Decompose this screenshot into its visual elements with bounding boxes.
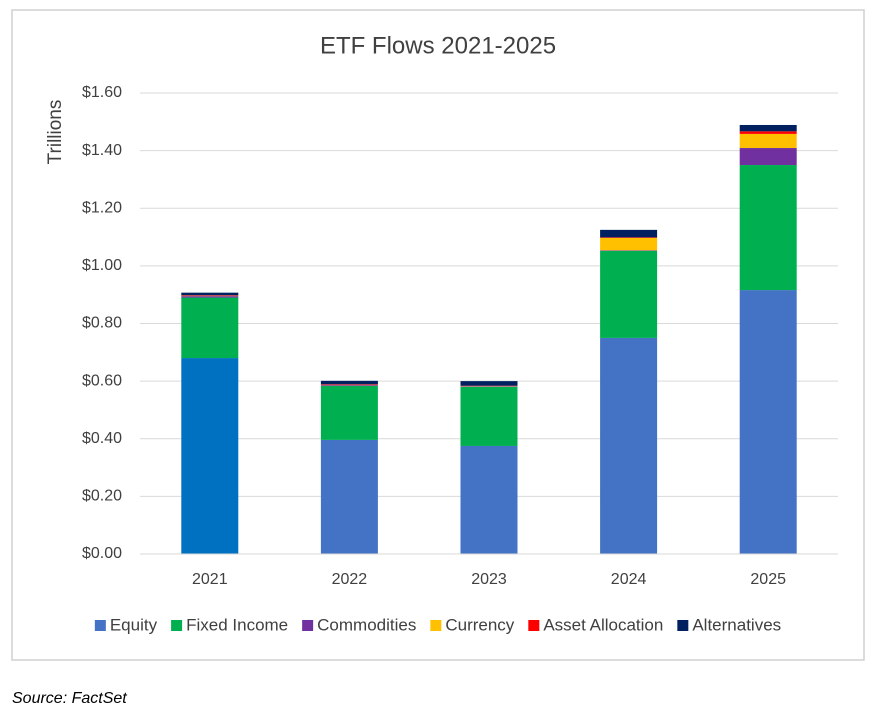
legend-swatch [171, 620, 182, 631]
bar-segment [461, 386, 518, 387]
legend-label: Asset Allocation [543, 615, 663, 634]
legend-label: Commodities [317, 615, 416, 634]
x-tick-label: 2023 [471, 571, 507, 588]
chart-title: ETF Flows 2021-2025 [320, 32, 556, 59]
legend-swatch [528, 620, 539, 631]
legend-swatch [430, 620, 441, 631]
y-tick-label: $0.80 [82, 315, 122, 332]
legend-label: Alternatives [692, 615, 781, 634]
bar-segment [740, 131, 797, 134]
bar-segment [321, 384, 378, 385]
legend-label: Fixed Income [186, 615, 288, 634]
bar-segment [181, 296, 238, 297]
bar-segment [740, 125, 797, 131]
bar-segment [600, 237, 657, 238]
y-tick-label: $1.60 [82, 84, 122, 101]
legend-swatch [302, 620, 313, 631]
x-tick-label: 2022 [332, 571, 368, 588]
bar-segment [600, 338, 657, 554]
bar-segment [740, 134, 797, 148]
y-tick-label: $0.00 [82, 545, 122, 562]
bar-segment [321, 381, 378, 384]
bar-segment [321, 440, 378, 554]
bar-segment [740, 148, 797, 165]
bar-segment [321, 385, 378, 386]
bar-segment [600, 251, 657, 338]
legend-label: Equity [110, 615, 158, 634]
bar-segment [321, 386, 378, 440]
y-tick-label: $0.20 [82, 488, 122, 505]
y-tick-label: $1.00 [82, 257, 122, 274]
x-tick-label: 2024 [611, 571, 647, 588]
legend-label: Currency [445, 615, 514, 634]
source-note: Source: FactSet [12, 690, 127, 707]
bar-segment [181, 295, 238, 296]
x-tick-label: 2021 [192, 571, 228, 588]
bar-segment [461, 446, 518, 554]
bar-segment [181, 358, 238, 554]
bar-segment [461, 387, 518, 446]
bar-segment [600, 238, 657, 250]
y-tick-label: $1.20 [82, 199, 122, 216]
y-tick-label: $1.40 [82, 142, 122, 159]
bar-segment [740, 290, 797, 554]
x-tick-label: 2025 [750, 571, 786, 588]
bar-segment [181, 293, 238, 296]
y-tick-label: $0.60 [82, 372, 122, 389]
bar-segment [181, 298, 238, 359]
y-tick-label: $0.40 [82, 430, 122, 447]
bar-segment [600, 250, 657, 251]
legend-swatch [95, 620, 106, 631]
legend-swatch [677, 620, 688, 631]
y-axis-label: Trillions [45, 100, 66, 165]
bar-segment [461, 381, 518, 386]
bar-segment [740, 165, 797, 290]
bar-segment [600, 230, 657, 237]
chart-frame [12, 10, 864, 660]
